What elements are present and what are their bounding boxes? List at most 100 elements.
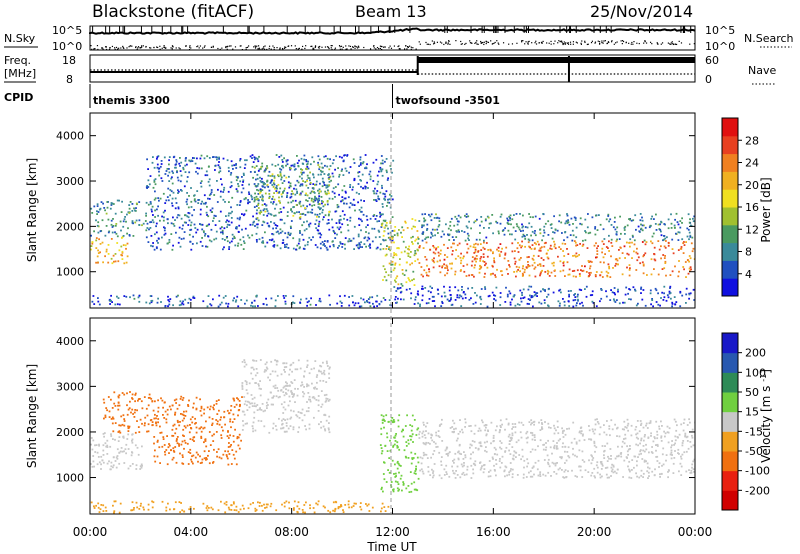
power-point: [132, 235, 135, 237]
power-point: [554, 275, 557, 277]
velocity-point: [132, 413, 134, 415]
power-point: [474, 251, 477, 253]
velocity-point: [205, 420, 207, 423]
power-point: [281, 218, 283, 221]
power-point: [303, 248, 306, 250]
power-point: [624, 257, 626, 259]
power-point: [307, 167, 310, 170]
velocity-point: [303, 386, 305, 388]
velocity-point: [418, 437, 421, 439]
power-point: [261, 185, 264, 188]
power-point: [411, 227, 413, 230]
power-point: [114, 224, 117, 227]
colorbar-tick-label: 24: [745, 157, 759, 170]
power-point: [547, 257, 550, 260]
power-point: [687, 213, 690, 216]
power-point: [201, 200, 203, 203]
power-point: [299, 183, 302, 186]
nave-top-tick: 60: [705, 54, 719, 67]
power-point: [147, 179, 150, 182]
power-point: [241, 176, 243, 178]
power-point: [200, 167, 203, 170]
velocity-point: [180, 443, 183, 446]
velocity-point: [123, 462, 126, 464]
velocity-point: [612, 471, 615, 474]
power-point: [375, 300, 377, 303]
power-point: [520, 257, 522, 259]
power-point: [518, 228, 521, 231]
velocity-point: [264, 363, 267, 366]
velocity-point: [417, 427, 420, 430]
velocity-point: [205, 445, 208, 448]
nsearch-point: [234, 46, 237, 48]
nsearch-point: [349, 45, 352, 48]
power-point: [328, 294, 331, 297]
power-point: [257, 189, 260, 192]
nsearch-point: [246, 46, 249, 48]
nsearch-point: [159, 48, 161, 50]
velocity-point: [555, 429, 557, 432]
velocity-point: [199, 462, 202, 464]
velocity-point: [259, 359, 262, 361]
power-point: [582, 243, 585, 246]
velocity-point: [233, 457, 236, 460]
velocity-point: [242, 420, 244, 422]
power-point: [271, 184, 274, 186]
power-point: [125, 247, 127, 250]
power-point: [301, 169, 304, 171]
power-point: [126, 232, 128, 235]
power-point: [682, 242, 685, 244]
power-point: [432, 245, 435, 247]
power-point: [324, 203, 326, 206]
power-point: [605, 218, 608, 221]
velocity-point: [537, 459, 540, 462]
power-point: [296, 162, 299, 164]
velocity-point: [176, 436, 179, 438]
velocity-point: [158, 446, 161, 449]
power-point: [360, 179, 362, 182]
power-point: [577, 299, 579, 302]
power-point: [348, 206, 351, 209]
power-point: [206, 245, 209, 248]
power-point: [450, 304, 453, 306]
velocity-point: [591, 455, 593, 458]
velocity-point: [199, 455, 201, 458]
power-point: [219, 303, 222, 306]
velocity-point: [285, 500, 288, 503]
power-point: [589, 260, 592, 263]
power-point: [425, 258, 428, 261]
power-point: [218, 220, 221, 222]
velocity-point: [142, 506, 145, 509]
power-point: [438, 224, 441, 226]
power-point: [517, 242, 519, 244]
velocity-point: [277, 396, 280, 399]
power-point: [339, 242, 342, 245]
power-point: [429, 236, 432, 239]
power-point: [234, 244, 237, 247]
velocity-point: [599, 476, 602, 479]
power-point: [610, 255, 612, 258]
power-point: [353, 177, 356, 180]
power-point: [172, 223, 175, 225]
velocity-point: [313, 397, 316, 400]
power-point: [424, 219, 427, 222]
nsky-line: [89, 27, 696, 35]
velocity-point: [554, 464, 557, 467]
power-point: [413, 303, 416, 305]
velocity-point: [304, 511, 306, 514]
nsearch-point: [290, 45, 293, 47]
power-point: [386, 201, 389, 204]
power-point: [142, 222, 145, 225]
power-point: [508, 264, 510, 266]
power-point: [237, 185, 240, 188]
power-point: [256, 157, 259, 160]
velocity-point: [152, 501, 155, 504]
velocity-point: [182, 434, 184, 437]
velocity-point: [394, 480, 397, 483]
power-point: [282, 241, 285, 244]
velocity-point: [285, 388, 287, 391]
power-point: [499, 222, 502, 225]
power-point: [225, 302, 227, 305]
power-point: [687, 272, 690, 275]
power-point: [575, 226, 578, 229]
